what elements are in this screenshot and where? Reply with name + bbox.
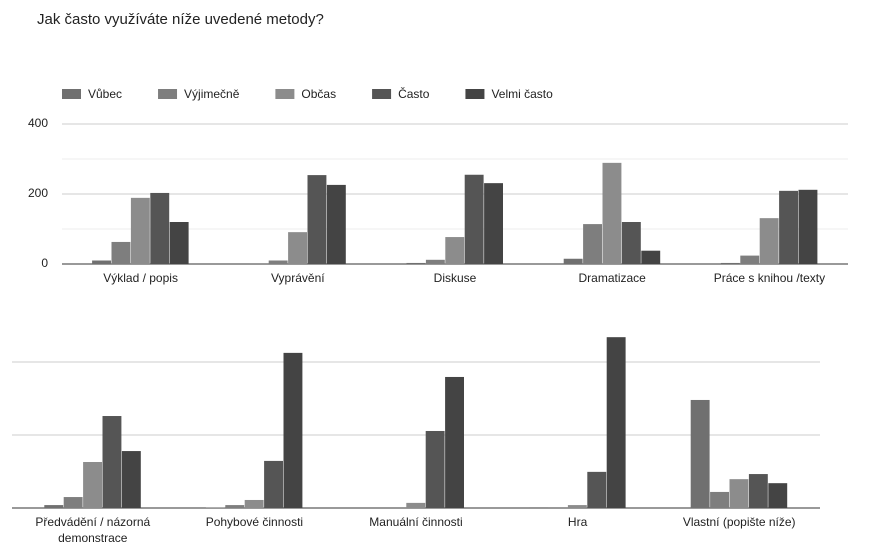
bar: [92, 260, 111, 264]
y-tick-label: 0: [41, 256, 48, 270]
x-tick-label: Práce s knihou /texty: [713, 271, 826, 285]
bar: [425, 430, 445, 508]
x-tick-label: Vlastní (popište níže): [682, 515, 796, 529]
bar: [690, 399, 710, 508]
bar: [83, 462, 102, 508]
bar: [130, 197, 150, 264]
bar: [464, 174, 484, 264]
bar: [748, 474, 768, 508]
bar: [529, 507, 548, 508]
legend-swatch: [465, 89, 485, 99]
x-tick-label: Dramatizace: [578, 271, 646, 285]
bar: [641, 250, 661, 264]
bar: [102, 416, 122, 508]
legend-swatch: [62, 89, 81, 99]
legend-swatch: [372, 89, 392, 99]
bar: [720, 262, 740, 264]
bar: [587, 471, 607, 508]
chart-title: Jak často využíváte níže uvedené metody?: [37, 11, 324, 28]
bar: [63, 497, 83, 508]
bar: [326, 184, 346, 264]
bar: [225, 505, 245, 508]
legend-label: Často: [398, 86, 430, 101]
bar: [602, 162, 622, 264]
bar: [606, 337, 626, 508]
bar: [307, 175, 327, 264]
y-tick-label: 400: [28, 116, 48, 130]
bar: [268, 260, 288, 264]
x-tick-label: Předvádění / názorná demonstrace: [35, 515, 151, 545]
bar: [249, 263, 269, 264]
bar: [484, 183, 503, 264]
bar: [621, 222, 641, 264]
bar: [567, 505, 587, 508]
legend-label: Občas: [301, 87, 336, 101]
bar: [111, 241, 131, 264]
bar: [283, 352, 303, 508]
x-tick-label: Diskuse: [433, 271, 477, 285]
x-tick-label: Pohybové činnosti: [205, 515, 304, 529]
y-tick-label: 200: [28, 186, 48, 200]
legend-label: Vůbec: [88, 87, 122, 101]
bar: [121, 451, 141, 508]
legend-swatch: [275, 89, 295, 99]
bar: [406, 262, 426, 264]
bar: [445, 237, 465, 264]
bar: [150, 192, 170, 264]
legend-swatch: [158, 89, 178, 99]
x-tick-label: Výklad / popis: [103, 271, 178, 285]
bar: [406, 502, 426, 508]
bar: [798, 189, 818, 264]
x-tick-label: Manuální činnosti: [369, 515, 463, 529]
legend-label: Výjimečně: [184, 87, 240, 101]
x-tick-label: Vyprávění: [271, 271, 325, 285]
bar: [779, 190, 798, 264]
bar: [768, 483, 788, 508]
bar: [244, 499, 264, 508]
bar: [729, 479, 749, 508]
bar: [563, 258, 583, 264]
bar: [169, 222, 189, 264]
legend-label: Velmi často: [491, 87, 553, 101]
bar: [288, 232, 307, 264]
bar: [583, 224, 602, 264]
bar: [264, 460, 283, 508]
bar: [710, 491, 729, 508]
bar: [740, 255, 760, 264]
x-tick-label: Hra: [567, 515, 588, 529]
bar: [759, 218, 779, 264]
bar: [425, 259, 445, 264]
bar: [445, 376, 464, 508]
bar: [44, 505, 64, 508]
